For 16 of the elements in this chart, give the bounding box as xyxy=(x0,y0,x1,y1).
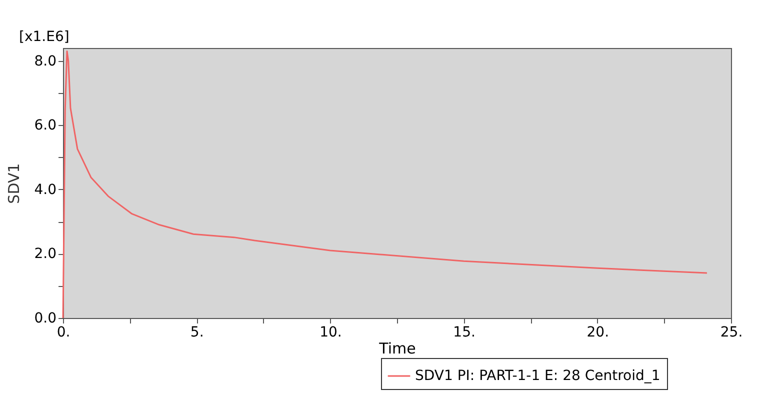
x-tick-label: 5. xyxy=(190,324,204,340)
x-axis-title: Time xyxy=(378,340,416,358)
line-series xyxy=(62,50,708,319)
y-tick-label: 2.0 xyxy=(34,246,56,262)
x-tick-label: 0. xyxy=(56,324,70,340)
x-tick-label: 25. xyxy=(720,324,743,340)
text: [x1.E6] xyxy=(19,29,70,45)
x-tick-label: 10. xyxy=(320,324,342,340)
x-tick-label: 20. xyxy=(586,324,610,340)
x-tick-label: 15. xyxy=(453,324,476,340)
y-tick-label: 6.0 xyxy=(34,118,56,134)
y-tick-label: 4.0 xyxy=(34,182,56,198)
y-tick-label: 0.0 xyxy=(34,310,56,326)
y-tick-label: 8.0 xyxy=(34,53,56,70)
y-axis-title: SDV1 xyxy=(5,163,24,204)
legend-label: SDV1 PI: PART-1-1 E: 28 Centroid_1 xyxy=(415,368,660,384)
